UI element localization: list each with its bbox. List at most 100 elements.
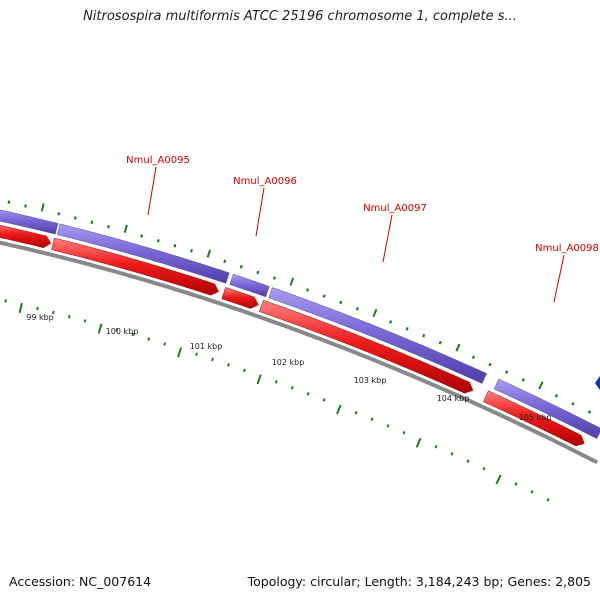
- outer-tick: [7, 200, 11, 204]
- scale-tick: [402, 430, 406, 435]
- outer-tick: [306, 288, 310, 292]
- scale-tick: [163, 342, 167, 346]
- scale-label-102-kbp: 102 kbp: [272, 358, 305, 367]
- label-leader-2: [382, 214, 393, 263]
- scale-label-105-kbp: 105 kbp: [519, 413, 552, 422]
- gene-feature-track: [0, 225, 585, 447]
- scale-tick: [18, 302, 23, 314]
- gene-label-nmul-a0095[interactable]: Nmul_A0095: [126, 155, 190, 166]
- outer-tick: [272, 276, 276, 280]
- gene-feature-1: [51, 237, 220, 296]
- gene-label-nmul-a0097[interactable]: Nmul_A0097: [363, 203, 427, 214]
- outer-tick: [538, 381, 544, 390]
- outer-tick: [40, 203, 45, 212]
- outer-tick: [156, 239, 160, 243]
- outer-tick: [471, 355, 476, 360]
- scale-tick: [322, 398, 326, 402]
- outer-tick: [554, 393, 559, 398]
- label-leader-3: [553, 254, 565, 303]
- scale-tick: [290, 385, 294, 390]
- scale-tick: [36, 306, 39, 311]
- scale-tick: [115, 328, 119, 332]
- feature-marker-icon[interactable]: [595, 376, 600, 390]
- outer-tick: [355, 306, 359, 311]
- label-leader-0: [147, 166, 157, 216]
- outer-tick: [90, 220, 94, 225]
- backbone-line: [0, 240, 599, 465]
- scale-tick: [546, 497, 550, 502]
- scale-tick: [83, 319, 87, 323]
- scale-tick: [177, 347, 183, 358]
- scale-tick: [482, 466, 486, 471]
- scale-tick: [386, 424, 390, 428]
- outer-tick: [488, 362, 492, 367]
- label-leader-1: [255, 187, 265, 237]
- outer-tick: [123, 224, 128, 233]
- accession-text: Accession: NC_007614: [9, 574, 152, 589]
- scale-tick: [434, 444, 438, 449]
- scale-tick: [274, 380, 278, 384]
- scale-tick: [67, 314, 71, 319]
- gene-feature-3: [259, 299, 474, 394]
- scale-label-99-kbp: 99 kbp: [26, 313, 54, 322]
- outer-tick-marks: [7, 200, 592, 414]
- scale-tick-marks: [4, 299, 550, 502]
- scale-tick: [354, 410, 358, 415]
- scale-tick: [195, 352, 198, 356]
- scale-tick: [336, 404, 342, 415]
- outer-tick: [173, 243, 177, 248]
- outer-tick: [422, 333, 426, 338]
- scale-label-103-kbp: 103 kbp: [354, 376, 387, 385]
- chromosome-backbone: [0, 240, 599, 465]
- topology-summary: Topology: circular; Length: 3,184,243 bp…: [247, 574, 591, 589]
- scale-tick: [530, 489, 534, 494]
- outer-tick: [140, 234, 144, 238]
- outer-tick: [521, 378, 525, 382]
- scale-tick: [227, 363, 230, 367]
- outer-tick: [405, 326, 409, 331]
- cds-feature-4: [493, 378, 600, 439]
- scale-tick: [4, 299, 7, 303]
- scale-tick: [147, 337, 151, 341]
- scale-label-104-kbp: 104 kbp: [437, 394, 470, 403]
- outer-tick: [372, 308, 378, 318]
- gene-feature-4: [483, 390, 585, 447]
- scale-tick: [415, 437, 422, 448]
- scale-tick: [306, 392, 310, 396]
- outer-tick: [57, 212, 61, 216]
- gene-feature-2: [221, 287, 259, 309]
- outer-tick: [24, 204, 27, 208]
- scale-tick: [131, 332, 135, 337]
- outer-tick: [223, 259, 227, 264]
- outer-tick: [571, 401, 575, 406]
- scale-tick: [256, 374, 262, 385]
- scale-tick: [51, 310, 55, 315]
- outer-tick: [239, 265, 243, 269]
- outer-tick: [505, 370, 509, 375]
- scale-tick: [466, 459, 470, 463]
- outer-tick: [388, 320, 393, 324]
- outer-tick: [438, 340, 442, 345]
- cds-feature-1: [56, 223, 230, 284]
- outer-tick: [190, 249, 193, 253]
- cds-feature-track: [0, 209, 600, 439]
- outer-tick: [339, 300, 343, 305]
- scale-label-100-kbp: 100 kbp: [106, 327, 139, 336]
- scale-tick: [370, 417, 374, 421]
- scale-tick: [242, 368, 246, 373]
- scale-tick: [495, 474, 502, 485]
- scale-tick: [97, 323, 103, 334]
- outer-tick: [206, 249, 212, 258]
- outer-tick: [73, 216, 77, 220]
- gene-feature-0: [0, 225, 52, 248]
- gene-label-nmul-a0096[interactable]: Nmul_A0096: [233, 176, 297, 187]
- cds-feature-3: [268, 287, 487, 384]
- gene-label-leaders: [147, 166, 565, 303]
- outer-tick: [256, 270, 260, 275]
- gene-label-nmul-a0098[interactable]: Nmul_A0098: [535, 243, 599, 254]
- outer-tick: [322, 294, 326, 298]
- scale-tick: [450, 452, 454, 456]
- outer-tick: [107, 224, 110, 229]
- outer-tick: [587, 410, 592, 414]
